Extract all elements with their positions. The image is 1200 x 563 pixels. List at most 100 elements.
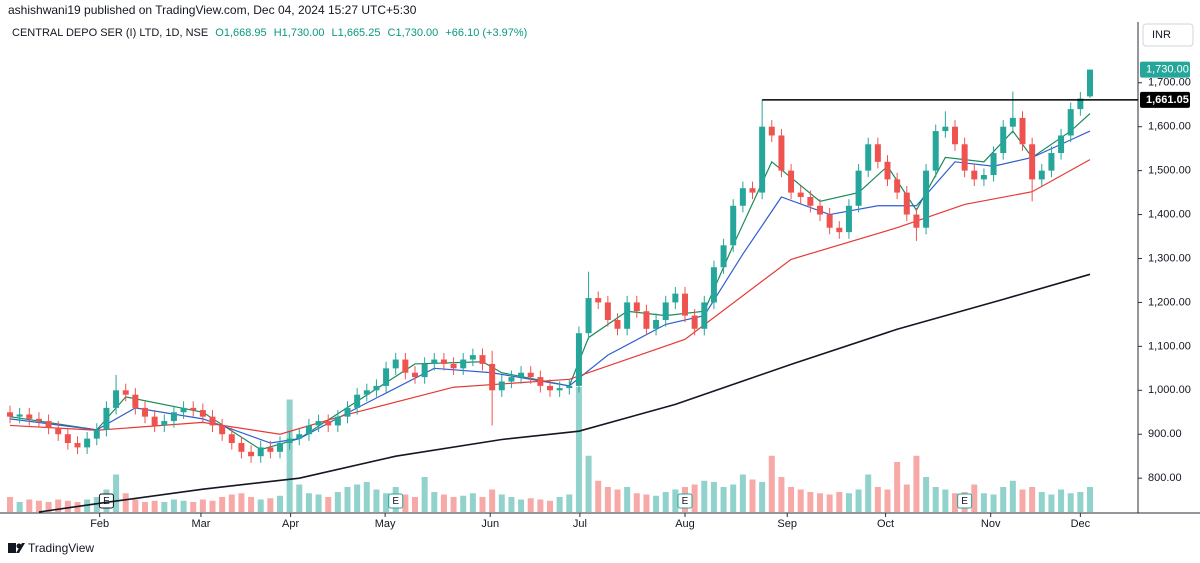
- candle-body: [739, 188, 746, 206]
- candle-body: [624, 302, 631, 329]
- y-tick-label: 1,600.00: [1148, 121, 1191, 133]
- candle-body: [305, 425, 312, 435]
- candle-body: [84, 438, 91, 448]
- volume-bar: [1019, 489, 1026, 512]
- legend-item: C1,730.00: [388, 27, 439, 39]
- volume-bar: [161, 502, 168, 512]
- candle-body: [874, 144, 881, 162]
- volume-bar: [1067, 493, 1074, 512]
- volume-bar: [942, 489, 949, 512]
- volume-bar: [556, 497, 563, 512]
- candle-body: [431, 359, 438, 364]
- candle-body: [363, 390, 370, 395]
- volume-bar: [325, 497, 332, 512]
- volume-bar: [817, 493, 823, 512]
- x-tick-label: Dec: [1071, 518, 1091, 530]
- candle-body: [7, 412, 13, 417]
- volume-bar: [344, 487, 351, 512]
- volume-bar: [363, 482, 370, 512]
- currency[interactable]: INR: [1152, 29, 1171, 41]
- candle-body: [45, 421, 52, 428]
- volume-bar: [26, 499, 33, 512]
- volume-bar: [402, 494, 409, 512]
- candle-body: [894, 179, 901, 193]
- candle-body: [508, 377, 515, 382]
- candle-body: [180, 407, 187, 413]
- volume-bar: [547, 500, 553, 512]
- volume-bar: [710, 482, 717, 512]
- volume-bar: [450, 497, 457, 512]
- volume-bar: [865, 474, 872, 512]
- candle-body: [93, 429, 100, 439]
- candle-body: [199, 410, 206, 417]
- candle-body: [604, 302, 611, 321]
- candle-body: [845, 205, 852, 233]
- volume-bar: [971, 484, 978, 512]
- volume-bar: [1029, 487, 1036, 512]
- volume-bar: [286, 399, 293, 512]
- x-tick-label: Aug: [675, 518, 695, 530]
- candle-body: [315, 421, 322, 426]
- candle-body: [595, 298, 602, 303]
- volume-bar: [836, 492, 843, 512]
- y-tick-label: 1,000.00: [1148, 384, 1191, 396]
- candle-body: [691, 315, 698, 329]
- candle-body: [980, 175, 987, 180]
- y-tick-label: 1,200.00: [1148, 296, 1191, 308]
- volume-bar: [277, 495, 283, 512]
- volume-bar: [190, 502, 197, 512]
- volume-bar: [749, 479, 756, 512]
- candle-body: [1067, 109, 1074, 136]
- volume-bar: [595, 480, 602, 512]
- candle-body: [103, 407, 110, 430]
- x-tick-label: Apr: [282, 518, 299, 530]
- legend: CENTRAL DEPO SER (I) LTD, 1D, NSE O1,668…: [12, 27, 527, 39]
- legend-symbol: CENTRAL DEPO SER (I) LTD, 1D, NSE: [12, 27, 208, 39]
- x-tick-label: May: [375, 518, 396, 530]
- candle-body: [961, 144, 968, 171]
- candle-body: [932, 131, 939, 171]
- volume-bar: [55, 499, 62, 512]
- volume-bar: [653, 495, 660, 512]
- volume-bar: [257, 499, 264, 512]
- candle-body: [1029, 144, 1036, 180]
- volume-bar: [807, 492, 814, 512]
- volume-bar: [923, 477, 930, 512]
- x-tick-label: Feb: [90, 518, 109, 530]
- volume-bar: [614, 489, 621, 512]
- level-label: 1,661.05: [1146, 94, 1189, 106]
- volume-bar: [903, 484, 910, 512]
- candle-body: [527, 372, 534, 378]
- candle-body: [990, 153, 997, 176]
- moving-average: [38, 273, 1091, 513]
- candle-body: [730, 205, 737, 246]
- volume-bar: [720, 487, 727, 512]
- volume-bar: [334, 492, 341, 512]
- candle-body: [759, 126, 766, 193]
- volume-bar: [932, 487, 939, 512]
- candle-body: [392, 359, 399, 369]
- candle-body: [537, 377, 544, 386]
- candle-body: [286, 438, 293, 444]
- candle-body: [566, 385, 573, 389]
- volume-bar: [701, 480, 708, 512]
- volume-bar: [585, 455, 592, 512]
- candle-body: [460, 359, 467, 369]
- volume-bar: [151, 500, 158, 512]
- volume-bar: [305, 493, 312, 512]
- candle-body: [344, 407, 351, 417]
- currency-box[interactable]: [1142, 23, 1194, 47]
- y-tick-label: 1,500.00: [1148, 165, 1191, 177]
- candle-body: [518, 372, 525, 378]
- brand: TradingView: [28, 541, 94, 555]
- candle-body: [653, 320, 660, 329]
- candle-body: [952, 126, 958, 145]
- volume-bar: [1009, 480, 1016, 512]
- volume-bar: [990, 494, 997, 512]
- candle-body: [710, 267, 717, 303]
- volume-bar: [460, 495, 467, 512]
- candle-body: [643, 311, 650, 329]
- candle-body: [826, 214, 833, 228]
- x-tick-label: Jul: [573, 518, 587, 530]
- volume-bar: [248, 497, 255, 512]
